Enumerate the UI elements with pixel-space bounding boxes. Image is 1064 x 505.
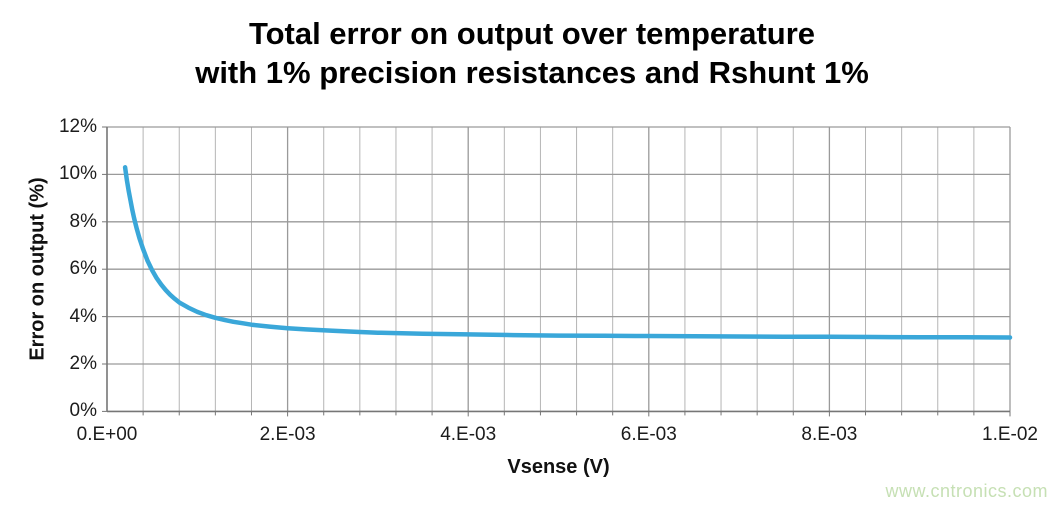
x-axis-title: Vsense (V) bbox=[507, 456, 610, 478]
x-tick-label: 8.E-03 bbox=[801, 424, 858, 446]
x-tick-label: 1.E-02 bbox=[982, 424, 1038, 446]
x-tick-label: 4.E-03 bbox=[440, 424, 497, 446]
chart-title-line1: Total error on output over temperature bbox=[248, 16, 816, 51]
x-tick-label: 0.E+00 bbox=[76, 424, 138, 446]
series-line bbox=[122, 165, 1013, 340]
chart-title: Total error on output over temperature w… bbox=[0, 14, 1064, 92]
y-tick-label: 0% bbox=[69, 400, 97, 422]
y-tick-label: 2% bbox=[69, 353, 97, 374]
y-tick-label: 10% bbox=[58, 163, 97, 185]
y-tick-label: 4% bbox=[69, 305, 97, 327]
chart-title-line2: with 1% precision resistances and Rshunt… bbox=[195, 55, 869, 90]
y-tick-label: 12% bbox=[58, 116, 97, 137]
y-tick-label: 6% bbox=[69, 258, 97, 280]
y-tick-label: 8% bbox=[69, 210, 97, 232]
x-tick-label: 6.E-03 bbox=[620, 424, 677, 446]
x-tick-label: 2.E-03 bbox=[259, 424, 316, 446]
watermark: www.cntronics.com bbox=[885, 481, 1048, 501]
